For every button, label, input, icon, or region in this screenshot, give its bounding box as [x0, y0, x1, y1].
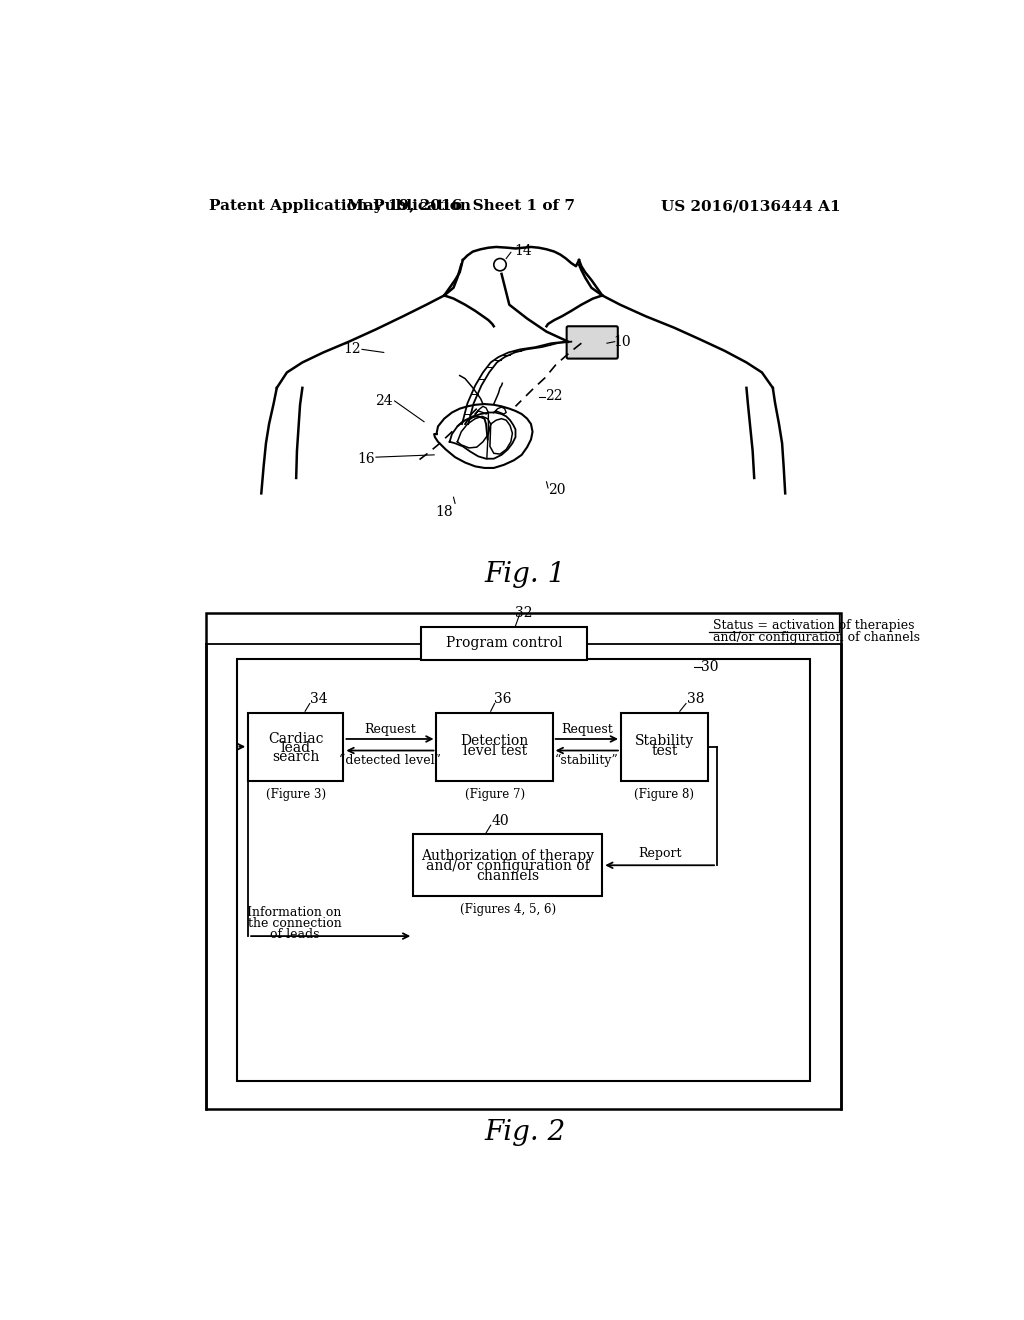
Bar — [421, 627, 587, 660]
Text: level test: level test — [463, 744, 526, 758]
Text: 14: 14 — [514, 244, 531, 257]
Bar — [237, 659, 810, 1081]
Bar — [206, 612, 841, 1109]
Text: (Figure 7): (Figure 7) — [465, 788, 524, 801]
Text: 22: 22 — [545, 388, 562, 403]
Text: 18: 18 — [435, 506, 453, 519]
Text: test: test — [651, 744, 678, 758]
Text: Request: Request — [365, 723, 416, 737]
Text: Fig. 1: Fig. 1 — [484, 561, 565, 587]
Text: lead: lead — [281, 742, 311, 755]
Text: 24: 24 — [376, 393, 393, 408]
Text: Stability: Stability — [635, 734, 694, 747]
Text: 32: 32 — [514, 606, 532, 619]
Text: and/or configuration of: and/or configuration of — [426, 859, 590, 873]
Text: 38: 38 — [686, 692, 705, 706]
Text: 10: 10 — [613, 335, 631, 348]
Text: Cardiac: Cardiac — [268, 733, 324, 746]
Text: (Figure 3): (Figure 3) — [265, 788, 326, 801]
Bar — [436, 713, 553, 780]
Text: US 2016/0136444 A1: US 2016/0136444 A1 — [662, 199, 841, 213]
Bar — [248, 713, 343, 780]
Text: 30: 30 — [701, 660, 719, 673]
Text: 16: 16 — [356, 451, 375, 466]
Text: 12: 12 — [343, 342, 360, 356]
Text: May 19, 2016  Sheet 1 of 7: May 19, 2016 Sheet 1 of 7 — [347, 199, 575, 213]
Text: Program control: Program control — [445, 636, 562, 651]
Text: 20: 20 — [548, 483, 565, 496]
Text: 34: 34 — [310, 692, 328, 706]
Text: 36: 36 — [494, 692, 511, 706]
Text: (Figure 8): (Figure 8) — [634, 788, 694, 801]
Text: Information on: Information on — [248, 907, 342, 920]
Text: Patent Application Publication: Patent Application Publication — [209, 199, 471, 213]
Text: Report: Report — [638, 847, 681, 861]
Text: 40: 40 — [492, 813, 509, 828]
Text: “detected level”: “detected level” — [339, 754, 441, 767]
Text: Request: Request — [561, 723, 612, 737]
Text: channels: channels — [476, 869, 540, 883]
Text: the connection: the connection — [248, 917, 341, 931]
Text: search: search — [272, 751, 319, 764]
Text: (Figures 4, 5, 6): (Figures 4, 5, 6) — [460, 903, 556, 916]
Text: and/or configuration of channels: and/or configuration of channels — [713, 631, 921, 644]
Bar — [414, 834, 602, 896]
Text: Detection: Detection — [461, 734, 528, 747]
Text: of leads: of leads — [270, 928, 319, 941]
FancyBboxPatch shape — [566, 326, 617, 359]
Text: Fig. 2: Fig. 2 — [484, 1119, 565, 1146]
Text: Status = activation of therapies: Status = activation of therapies — [713, 619, 914, 632]
Text: Authorization of therapy: Authorization of therapy — [421, 849, 594, 863]
Text: “stability”: “stability” — [555, 754, 618, 767]
Bar — [621, 713, 708, 780]
